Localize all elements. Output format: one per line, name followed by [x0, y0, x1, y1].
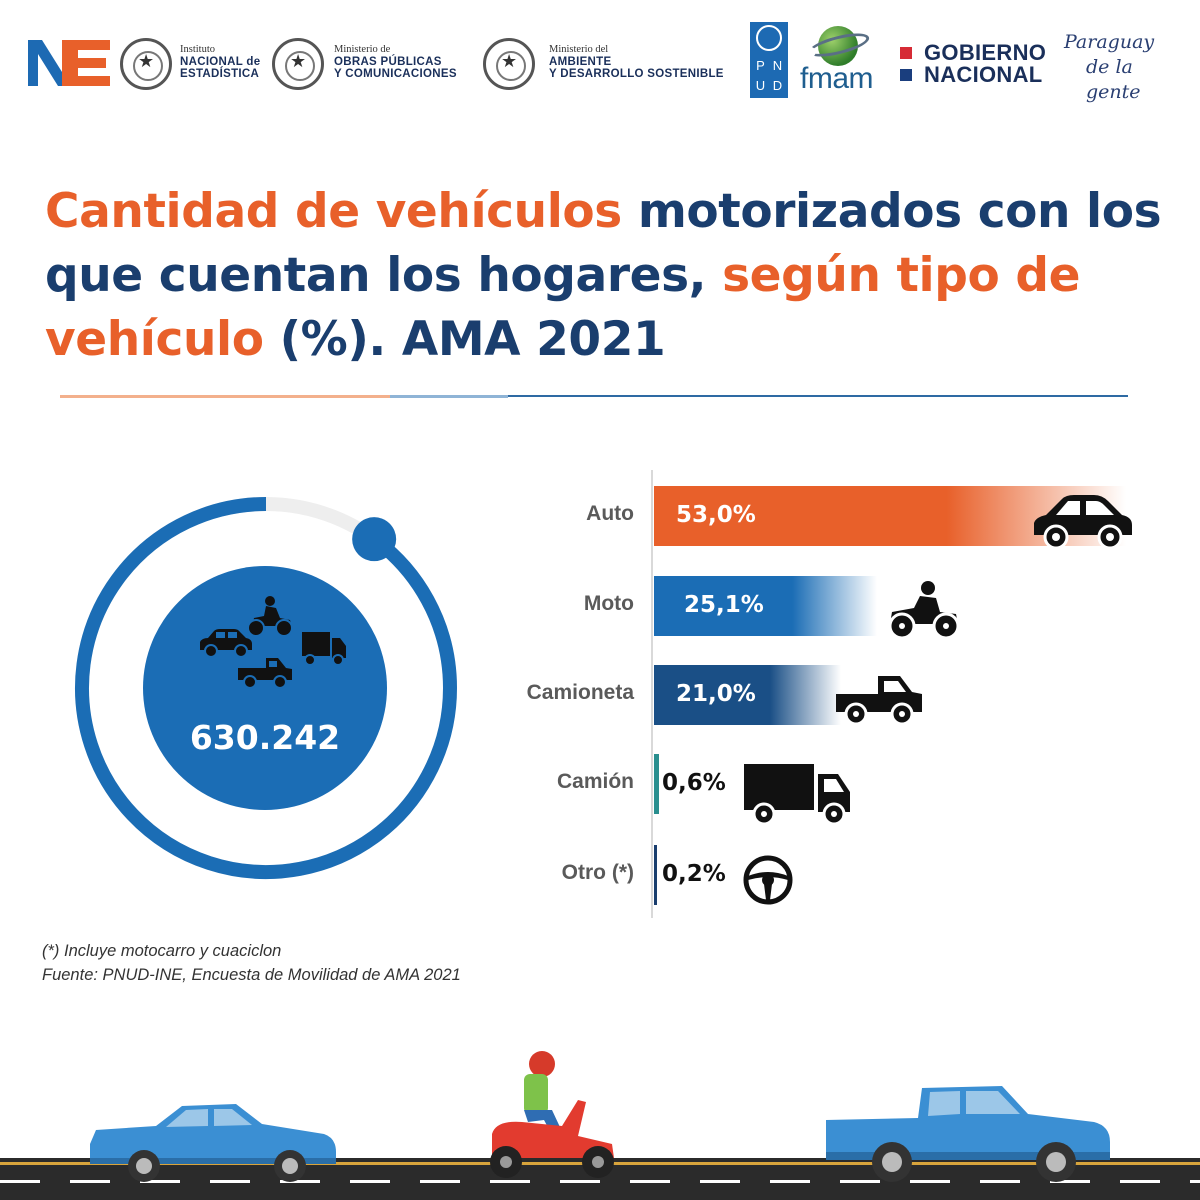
category-label: Otro (*) — [561, 861, 634, 884]
header-logos: ★ Instituto NACIONAL de ESTADÍSTICA ★ Mi… — [28, 22, 1178, 105]
title-part-1: Cantidad de vehículos — [45, 184, 622, 239]
paraguay-line1: Paraguay — [1064, 31, 1155, 53]
fmam-text: fmam — [800, 62, 874, 95]
category-label: Camioneta — [526, 681, 634, 704]
title-part-3: según tipo de vehículo — [45, 248, 1081, 367]
pnud-letter: D — [772, 78, 783, 93]
blue-pickup-illustration — [826, 1086, 1110, 1182]
category-label: Camión — [556, 770, 634, 793]
blue-sedan-illustration — [90, 1104, 336, 1182]
globe-icon — [818, 26, 858, 66]
un-emblem-icon — [756, 25, 782, 51]
quad-bike-icon — [888, 581, 960, 640]
quad-bike-icon — [247, 596, 293, 637]
gobierno-nacional-logo: GOBIERNO NACIONAL — [900, 40, 1047, 87]
gobierno-line2: NACIONAL — [924, 62, 1043, 87]
category-label: Auto — [586, 502, 634, 525]
bar-1 — [654, 576, 878, 636]
footnote: (*) Incluye motocarro y cuaciclon — [42, 942, 282, 960]
pnud-letter: U — [755, 78, 766, 93]
car-icon — [200, 629, 252, 658]
truck-icon — [302, 632, 346, 666]
pnud-letter: N — [772, 58, 783, 73]
paraguay-line2: de la gente — [1086, 56, 1141, 103]
donut-center — [143, 566, 387, 810]
category-label: Moto — [583, 592, 634, 615]
fmam-logo: fmam — [800, 26, 890, 96]
pnud-logo: P N U D — [750, 22, 788, 98]
title-divider — [60, 395, 390, 398]
chart-axis — [651, 470, 653, 918]
donut-arc — [75, 497, 457, 879]
seal-icon: ★ — [483, 38, 535, 90]
gobierno-line1: GOBIERNO — [924, 40, 1047, 65]
steering-wheel-icon — [743, 855, 793, 905]
bar-value-label: 21,0% — [676, 681, 756, 707]
bar-value-label: 25,1% — [684, 592, 764, 618]
total-vehicles: 630.242 — [189, 718, 341, 757]
title-divider — [390, 395, 508, 398]
bar-value-label: 53,0% — [676, 502, 756, 528]
donut-ring — [75, 497, 457, 879]
bar-value-label: 0,2% — [662, 861, 726, 887]
title-part-4: (%). AMA 2021 — [263, 312, 666, 367]
ine-name: Instituto NACIONAL de ESTADÍSTICA — [180, 44, 261, 80]
bar-4 — [654, 845, 657, 905]
donut-knob — [352, 517, 397, 562]
source-note: Fuente: PNUD-INE, Encuesta de Movilidad … — [42, 966, 461, 984]
pickup-truck-icon — [238, 658, 292, 689]
truck-icon — [744, 764, 850, 826]
bar-value-label: 0,6% — [662, 770, 726, 796]
pickup-truck-icon — [836, 676, 922, 726]
vehicle-group-icon — [200, 596, 346, 689]
seal-icon: ★ — [272, 38, 324, 90]
bar-3 — [654, 754, 660, 814]
title-part-2: motorizados con los que cuentan los hoga… — [45, 184, 1162, 303]
scooter-rider-illustration — [490, 1051, 614, 1178]
car-icon — [1034, 495, 1132, 550]
bar-2 — [654, 665, 841, 725]
mopc-name: Ministerio de OBRAS PÚBLICAS Y COMUNICAC… — [334, 44, 457, 80]
seal-icon: ★ — [120, 38, 172, 90]
page-title: Cantidad de vehículos motorizados con lo… — [45, 180, 1165, 372]
pnud-letter: P — [756, 58, 765, 73]
paraguay-de-la-gente-logo: Paraguay de la gente — [1064, 30, 1178, 105]
title-divider — [508, 395, 1128, 397]
ine-logo — [28, 40, 110, 86]
road-lane-dashes — [0, 1180, 1200, 1183]
mades-name: Ministerio del AMBIENTE Y DESARROLLO SOS… — [549, 44, 724, 80]
